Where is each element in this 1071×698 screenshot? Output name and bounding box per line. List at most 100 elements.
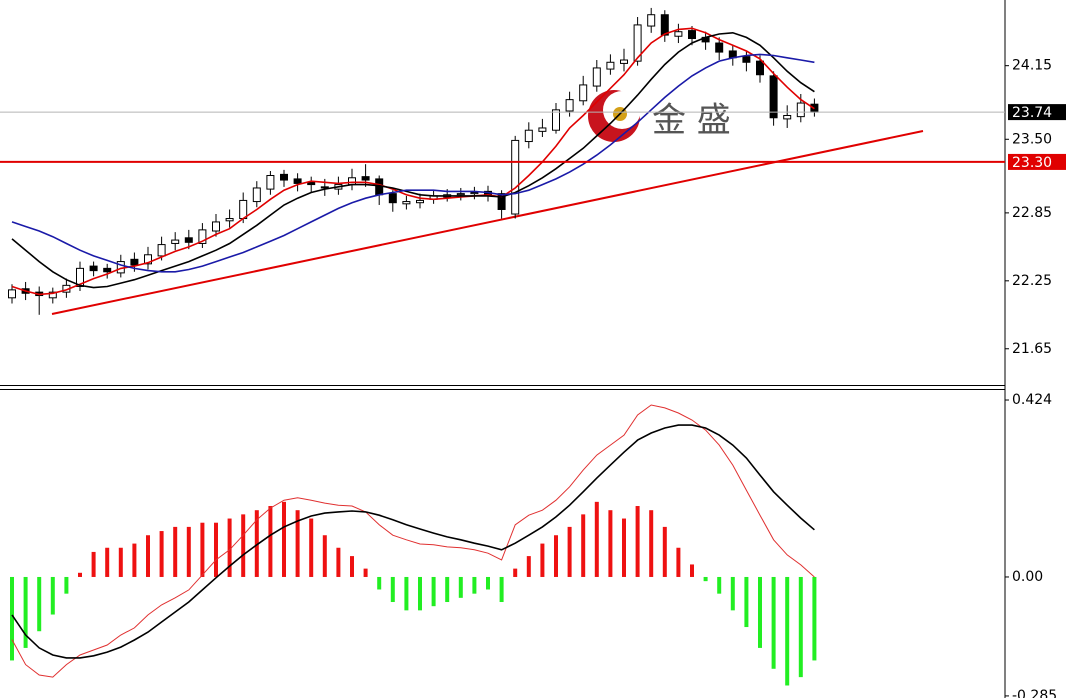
histogram-bar bbox=[159, 531, 164, 577]
candle-body bbox=[416, 199, 424, 204]
candle-body bbox=[647, 14, 656, 27]
y-tick-label: 22.85 bbox=[1012, 205, 1052, 221]
candle-body bbox=[266, 175, 275, 190]
candle-body bbox=[348, 177, 356, 186]
candle-body bbox=[742, 56, 751, 63]
histogram-bar bbox=[377, 576, 382, 590]
candle-body bbox=[456, 193, 465, 196]
y-tick-label: 22.25 bbox=[1012, 273, 1052, 289]
watermark: 金 盛 bbox=[588, 90, 731, 142]
candle-body bbox=[89, 265, 98, 272]
histogram-bar bbox=[472, 576, 477, 594]
histogram-bar bbox=[690, 564, 694, 577]
histogram-bar bbox=[322, 535, 327, 577]
candle-body bbox=[252, 187, 261, 203]
histogram-bar bbox=[758, 576, 762, 648]
histogram-bar bbox=[309, 518, 314, 577]
candle-body bbox=[402, 201, 411, 205]
candle-body bbox=[171, 239, 180, 244]
histogram-bar bbox=[146, 535, 150, 577]
candle-body bbox=[660, 14, 669, 36]
histogram-bar bbox=[431, 576, 436, 607]
histogram-bar bbox=[499, 576, 504, 603]
y-tick-label: 21.65 bbox=[1012, 341, 1052, 357]
candle-body bbox=[579, 84, 588, 102]
price-marker-label: 23.74 bbox=[1012, 105, 1052, 121]
candle-body bbox=[470, 192, 479, 195]
candle-body bbox=[130, 258, 139, 266]
histogram-bar bbox=[486, 576, 490, 590]
histogram-bar bbox=[744, 576, 749, 628]
candle-body bbox=[280, 173, 288, 181]
histogram-bar bbox=[186, 526, 191, 577]
histogram-bar bbox=[200, 522, 205, 577]
histogram-bar bbox=[526, 556, 531, 577]
histogram-bar bbox=[268, 506, 273, 577]
candle-body bbox=[538, 127, 547, 132]
histogram-bar bbox=[91, 551, 96, 577]
y-tick-label: 0.00 bbox=[1012, 569, 1043, 585]
histogram-bar bbox=[812, 576, 817, 661]
candle-body bbox=[76, 267, 84, 287]
histogram-bar bbox=[717, 576, 722, 594]
candle-body bbox=[715, 42, 724, 53]
candle-body bbox=[225, 218, 234, 222]
y-tick-label: -0.285 bbox=[1012, 688, 1057, 698]
histogram-bar bbox=[649, 510, 654, 577]
histogram-bar bbox=[404, 576, 409, 611]
histogram-bar bbox=[227, 518, 232, 577]
indicator-line bbox=[11, 27, 815, 296]
candle-body bbox=[606, 61, 615, 70]
histogram-bar bbox=[78, 572, 82, 577]
histogram-bar bbox=[581, 514, 586, 577]
histogram-bar bbox=[132, 543, 137, 577]
price-marker-box bbox=[1008, 153, 1066, 170]
histogram-bar bbox=[418, 576, 422, 611]
histogram-bar bbox=[254, 510, 259, 577]
candle-body bbox=[511, 139, 520, 215]
candle-body bbox=[592, 67, 601, 87]
histogram-bar bbox=[241, 514, 246, 577]
histogram-bar bbox=[350, 556, 354, 577]
candle-body bbox=[184, 237, 193, 243]
histogram-bar bbox=[771, 576, 776, 669]
histogram-bar bbox=[37, 576, 42, 632]
price-marker-box bbox=[1008, 104, 1066, 121]
histogram-bar bbox=[662, 526, 667, 577]
histogram-bar bbox=[554, 535, 558, 577]
histogram-bar bbox=[798, 576, 803, 678]
indicator-line bbox=[11, 31, 815, 289]
histogram-bar bbox=[336, 547, 341, 577]
histogram-bar bbox=[635, 506, 640, 577]
candle-body bbox=[388, 193, 397, 204]
candle-body bbox=[48, 291, 57, 299]
candle-body bbox=[796, 102, 805, 118]
histogram-bar bbox=[23, 576, 28, 648]
histogram-bar bbox=[282, 501, 286, 577]
candle-body bbox=[497, 193, 506, 210]
candle-body bbox=[756, 60, 764, 76]
candle-body bbox=[633, 24, 642, 62]
histogram-bar bbox=[390, 576, 395, 603]
histogram-bar bbox=[50, 576, 55, 615]
histogram-bar bbox=[363, 568, 368, 577]
histogram-bar bbox=[173, 526, 178, 577]
histogram-bar bbox=[118, 547, 123, 577]
histogram-bar bbox=[567, 526, 572, 577]
indicator-line bbox=[11, 53, 815, 273]
histogram-bar bbox=[608, 510, 613, 577]
candle-body bbox=[293, 178, 302, 184]
candle-body bbox=[688, 30, 696, 40]
histogram-bar bbox=[676, 547, 681, 577]
candle-body bbox=[144, 254, 152, 265]
candle-body bbox=[552, 109, 560, 131]
watermark-text: 金 盛 bbox=[652, 101, 731, 141]
histogram-bar bbox=[785, 576, 790, 686]
candle-body bbox=[565, 99, 574, 112]
candle-body bbox=[783, 115, 792, 120]
candle-body bbox=[307, 181, 316, 186]
histogram-bar bbox=[703, 576, 708, 582]
histogram-bar bbox=[64, 576, 69, 594]
